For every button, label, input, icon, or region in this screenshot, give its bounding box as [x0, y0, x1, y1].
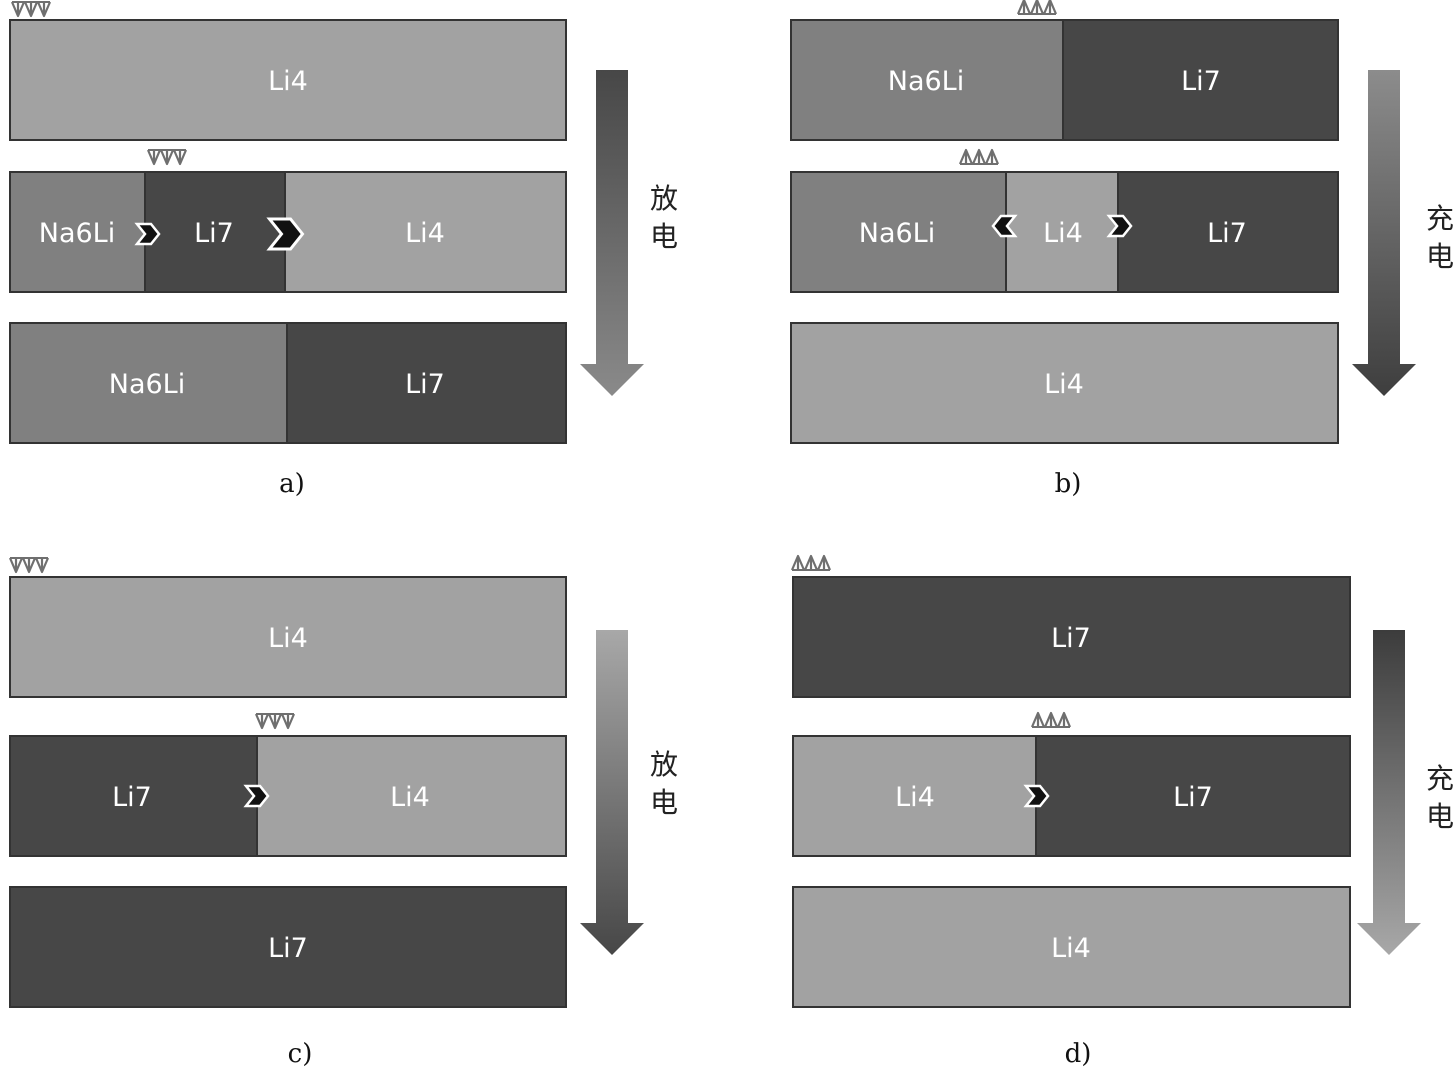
panel-caption: d)	[1065, 1039, 1092, 1069]
electron-flow-icon	[254, 713, 296, 730]
panel-caption: b)	[1055, 469, 1082, 499]
direction-label: 电	[1426, 800, 1454, 833]
phase-label: Li7	[405, 369, 445, 400]
direction-label: 充	[1426, 202, 1454, 235]
phase-segment	[10, 577, 566, 697]
phase-label: Li7	[1051, 623, 1091, 654]
phase-segment	[791, 323, 1338, 443]
phase-front-chevron-icon	[991, 214, 1018, 238]
electron-flow-icon	[1030, 711, 1072, 728]
direction-arrow-icon	[580, 70, 644, 396]
phase-label: Li4	[1043, 218, 1083, 249]
phase-label: Na6Li	[888, 66, 964, 97]
phase-segment	[1118, 172, 1338, 292]
phase-segment	[793, 736, 1036, 856]
row-border	[792, 576, 1351, 698]
phase-label: Li7	[268, 933, 308, 964]
row-border	[9, 322, 567, 444]
phase-label: Li7	[1173, 782, 1213, 813]
panel-caption: a)	[279, 469, 305, 499]
phase-label: Li7	[194, 218, 234, 249]
electron-flow-icon	[790, 554, 832, 571]
direction-arrow-icon	[1357, 630, 1421, 955]
phase-segment	[10, 887, 566, 1007]
row-border	[790, 19, 1339, 141]
phase-front-chevron-icon	[134, 222, 161, 246]
phase-front-chevron-icon	[1106, 214, 1133, 238]
phase-label: Li4	[1044, 369, 1084, 400]
phase-label: Na6Li	[109, 369, 185, 400]
phase-segment	[145, 172, 285, 292]
phase-segment	[10, 323, 287, 443]
phase-label: Li7	[1207, 218, 1247, 249]
electron-flow-icon	[958, 148, 1000, 165]
electron-flow-icon	[10, 1, 52, 18]
row-border	[9, 19, 567, 141]
phase-segment	[287, 323, 566, 443]
phase-label: Li4	[1051, 933, 1091, 964]
direction-label: 电	[650, 220, 678, 253]
phase-front-chevron-icon	[243, 784, 270, 808]
phase-label: Na6Li	[859, 218, 935, 249]
phase-segment	[1063, 20, 1338, 140]
row-border	[9, 886, 567, 1008]
direction-arrow-icon	[1352, 70, 1416, 396]
row-border	[9, 171, 567, 293]
row-border	[9, 735, 567, 857]
phase-label: Na6Li	[39, 218, 115, 249]
direction-label: 电	[1426, 240, 1454, 273]
row-border	[790, 171, 1339, 293]
phase-label: Li7	[1181, 66, 1221, 97]
phase-segment	[257, 736, 566, 856]
phase-segment	[1006, 172, 1118, 292]
electron-flow-icon	[1016, 0, 1058, 15]
direction-arrow-icon	[580, 630, 644, 955]
phase-segment	[793, 577, 1350, 697]
electron-flow-icon	[8, 557, 50, 574]
phase-segment	[791, 20, 1063, 140]
direction-label: 放	[650, 748, 678, 781]
phase-segment	[1036, 736, 1350, 856]
row-border	[9, 576, 567, 698]
phase-label: Li4	[268, 623, 308, 654]
row-border	[792, 886, 1351, 1008]
phase-segment	[10, 20, 566, 140]
row-border	[792, 735, 1351, 857]
phase-label: Li4	[405, 218, 445, 249]
electron-flow-icon	[146, 149, 188, 166]
phase-front-chevron-icon	[266, 217, 305, 251]
phase-front-chevron-icon	[1023, 784, 1050, 808]
direction-label: 放	[650, 182, 678, 215]
direction-label: 充	[1426, 762, 1454, 795]
phase-segment	[10, 736, 257, 856]
phase-label: Li4	[390, 782, 430, 813]
row-border	[790, 322, 1339, 444]
phase-segment	[285, 172, 566, 292]
phase-label: Li7	[112, 782, 152, 813]
phase-segment	[793, 887, 1350, 1007]
phase-label: Li4	[268, 66, 308, 97]
phase-label: Li4	[895, 782, 935, 813]
phase-segment	[10, 172, 145, 292]
direction-label: 电	[650, 786, 678, 819]
panel-caption: c)	[288, 1039, 313, 1069]
phase-segment	[791, 172, 1006, 292]
